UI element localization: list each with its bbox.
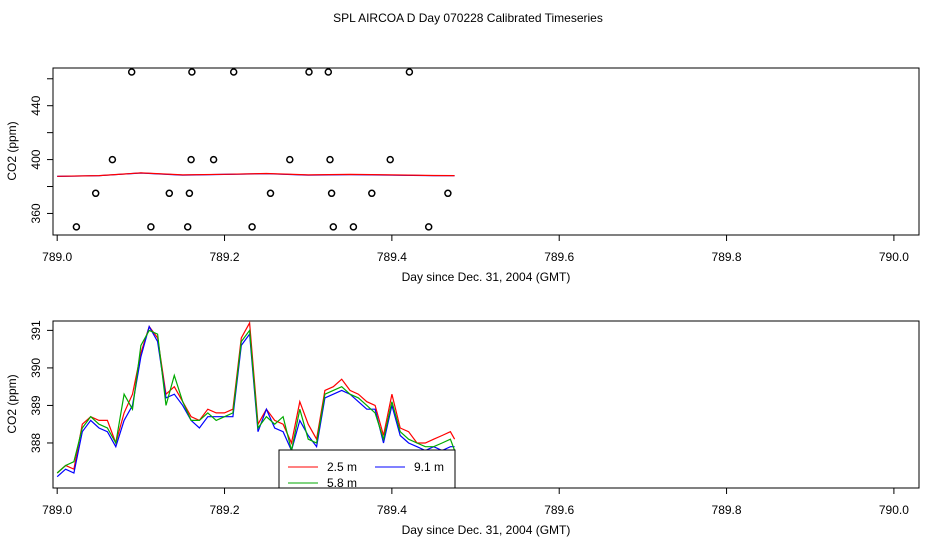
chart-title: SPL AIRCOA D Day 070228 Calibrated Times… — [333, 11, 603, 25]
bottom-y-tick-label: 391 — [29, 320, 43, 340]
bottom-plot-frame — [52, 320, 920, 489]
bottom-y-tick-label: 388 — [29, 433, 43, 453]
legend: 2.5 m 9.1 m 5.8 m — [278, 449, 456, 490]
bottom-series-5-8-m — [56, 328, 456, 474]
top-data-point — [326, 155, 334, 164]
bottom-x-tick-label: 789.8 — [712, 503, 742, 517]
top-data-point — [349, 223, 358, 231]
top-plot-frame — [52, 67, 920, 236]
bottom-x-axis-label: Day since Dec. 31, 2004 (GMT) — [402, 523, 571, 537]
bottom-x-tick-label: 790.0 — [879, 503, 909, 517]
bottom-x-tick-label: 789.4 — [377, 503, 407, 517]
top-x-tick-label: 790.0 — [879, 250, 909, 264]
top-data-point — [324, 68, 333, 76]
top-data-point — [266, 189, 275, 198]
bottom-x-tick-label: 789.0 — [42, 503, 72, 517]
top-data-point — [305, 68, 313, 76]
top-data-point — [444, 189, 452, 198]
top-data-point — [229, 68, 238, 76]
bottom-x-axis: 789.0 789.2 789.4 789.6 789.8 790.0 — [42, 488, 909, 517]
legend-label-2-5m: 2.5 m — [327, 460, 357, 474]
top-data-point — [368, 189, 376, 198]
top-y-axis: 360 400 440 — [29, 78, 53, 223]
top-data-point — [209, 155, 218, 164]
top-data-point — [286, 155, 294, 164]
top-x-tick-label: 789.6 — [544, 250, 574, 264]
top-data-point — [183, 223, 192, 231]
bottom-x-tick-label: 789.6 — [544, 503, 574, 517]
top-data-point — [187, 155, 195, 164]
top-y-tick-label: 400 — [29, 149, 43, 169]
top-data-point — [185, 189, 194, 198]
top-data-point — [91, 189, 100, 198]
legend-label-5-8m: 5.8 m — [327, 476, 357, 490]
top-y-axis-label: CO2 (ppm) — [5, 121, 19, 180]
top-points — [72, 68, 452, 231]
top-x-axis: 789.0 789.2 789.4 789.6 789.8 790.0 — [42, 235, 909, 264]
top-series-lines — [57, 172, 455, 177]
top-x-tick-label: 789.0 — [42, 250, 72, 264]
bottom-y-axis: 388 389 390 391 — [29, 320, 53, 453]
top-x-tick-label: 789.2 — [210, 250, 240, 264]
top-data-point — [329, 223, 338, 231]
bottom-series-9-1-m — [56, 325, 455, 478]
top-x-tick-label: 789.4 — [377, 250, 407, 264]
top-panel: 789.0 789.2 789.4 789.6 789.8 790.0 360 400 440… — [5, 67, 920, 284]
top-y-tick-label: 440 — [29, 95, 43, 115]
top-data-point — [248, 223, 256, 231]
top-data-point — [188, 68, 196, 76]
top-series-red-line — [57, 172, 455, 177]
top-data-point — [127, 68, 136, 76]
top-data-point — [72, 223, 81, 231]
bottom-panel: 789.0 789.2 789.4 789.6 789.8 790.0 388 389 390… — [5, 320, 920, 537]
bottom-x-tick-label: 789.2 — [210, 503, 240, 517]
bottom-y-tick-label: 389 — [29, 395, 43, 415]
top-data-point — [405, 68, 414, 76]
top-data-point — [165, 189, 174, 198]
bottom-series-lines — [56, 320, 456, 478]
legend-box — [278, 449, 456, 489]
legend-label-9-1m: 9.1 m — [414, 460, 444, 474]
top-data-point — [108, 155, 117, 164]
bottom-y-tick-label: 390 — [29, 358, 43, 378]
top-data-point — [386, 155, 394, 164]
top-x-axis-label: Day since Dec. 31, 2004 (GMT) — [402, 270, 571, 284]
top-x-tick-label: 789.8 — [712, 250, 742, 264]
top-data-point — [424, 223, 433, 231]
top-data-point — [327, 189, 336, 198]
bottom-y-axis-label: CO2 (ppm) — [5, 374, 19, 433]
top-data-point — [147, 223, 155, 231]
top-y-tick-label: 360 — [29, 203, 43, 223]
